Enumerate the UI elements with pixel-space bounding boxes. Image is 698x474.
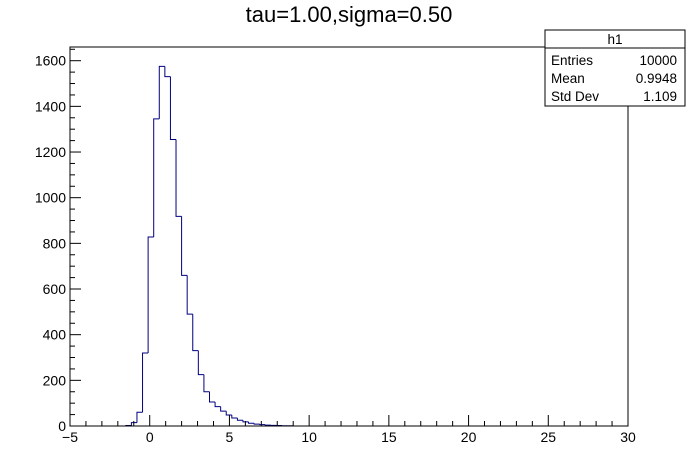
y-tick-label: 1200	[35, 144, 66, 160]
histogram-bin	[130, 422, 137, 426]
histogram-bin	[192, 314, 199, 352]
histogram-bin	[181, 216, 188, 276]
histogram-bin	[253, 423, 260, 425]
y-tick-label: 1400	[35, 98, 66, 114]
histogram-bin	[220, 406, 227, 412]
histogram-bin	[231, 415, 238, 419]
y-tick-label: 200	[43, 372, 67, 388]
y-tick-label: 600	[43, 281, 67, 297]
stats-box-frame	[544, 29, 686, 107]
x-tick-label: 20	[461, 429, 477, 445]
x-tick-label: 30	[620, 429, 636, 445]
histogram-bin	[153, 118, 160, 237]
plot-frame	[69, 46, 629, 427]
histogram-bin	[136, 411, 143, 423]
stats-mean-value: 0.9948	[636, 71, 677, 86]
y-tick-label: 1000	[35, 190, 66, 206]
histogram-bins	[125, 65, 294, 427]
y-tick-label: 400	[43, 327, 67, 343]
x-tick-label: 15	[381, 429, 397, 445]
x-tick-label: 10	[301, 429, 317, 445]
histogram-bin	[225, 411, 232, 416]
stats-mean-label: Mean	[551, 71, 585, 86]
histogram-bin	[203, 374, 210, 393]
histogram-bin	[169, 76, 177, 140]
stats-entries-value: 10000	[639, 53, 677, 68]
y-tick-label: 0	[58, 418, 66, 434]
histogram-bin	[236, 418, 243, 421]
histogram-bin	[209, 391, 216, 403]
histogram-bin	[147, 236, 154, 353]
x-tick-label: 0	[146, 429, 154, 445]
chart-title: tau=1.00,sigma=0.50	[246, 2, 453, 27]
histogram-bin	[197, 350, 204, 376]
histogram-bin	[248, 421, 255, 424]
histogram-bin	[164, 66, 171, 78]
stats-box-name: h1	[607, 32, 622, 47]
histogram-bin	[142, 352, 149, 413]
histogram-bin	[186, 275, 193, 315]
x-axis: −5 0 5 10 15 20 25 30	[62, 415, 636, 445]
stats-box: h1 Entries 10000 Mean 0.9948 Std Dev 1.1…	[544, 29, 686, 107]
x-tick-label: 5	[226, 429, 234, 445]
stats-entries-label: Entries	[551, 53, 593, 68]
y-axis: 0 200 400 600 800 1000 1200 1400 1600	[35, 48, 81, 434]
x-tick-label: 25	[540, 429, 556, 445]
stats-stddev-value: 1.109	[643, 89, 677, 104]
histogram-bin	[242, 420, 249, 423]
stats-stddev-label: Std Dev	[551, 89, 599, 104]
y-tick-label: 800	[43, 235, 67, 251]
y-tick-label: 1600	[35, 53, 66, 69]
histogram-bin	[214, 402, 221, 408]
histogram-bin	[175, 139, 182, 217]
histogram-bin	[158, 65, 165, 119]
x-tick-label: −5	[62, 429, 78, 445]
